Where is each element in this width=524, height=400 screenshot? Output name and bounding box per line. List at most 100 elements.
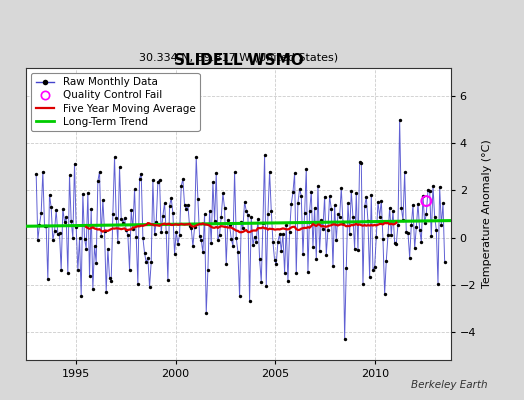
Point [237, 218, 245, 225]
Point [56, 230, 64, 236]
Point [329, 263, 337, 270]
Point [397, 204, 406, 211]
Point [322, 251, 331, 258]
Point [57, 267, 66, 274]
Point [429, 182, 437, 189]
Point [89, 286, 97, 292]
Point [344, 200, 352, 206]
Point [176, 232, 184, 238]
Point [351, 246, 359, 252]
Legend: Raw Monthly Data, Quality Control Fail, Five Year Moving Average, Long-Term Tren: Raw Monthly Data, Quality Control Fail, … [31, 73, 200, 131]
Point [324, 226, 332, 233]
Point [140, 250, 149, 256]
Point [43, 276, 52, 283]
Point [180, 202, 189, 208]
Point [349, 214, 357, 221]
Point [69, 234, 77, 241]
Point [342, 264, 351, 271]
Point [357, 159, 365, 166]
Point [85, 273, 94, 280]
Point [302, 166, 310, 172]
Point [287, 201, 296, 208]
Point [187, 225, 195, 231]
Point [389, 208, 397, 214]
Y-axis label: Temperature Anomaly (°C): Temperature Anomaly (°C) [482, 140, 492, 288]
Point [200, 211, 209, 218]
Point [235, 293, 244, 300]
Point [320, 193, 329, 200]
Point [341, 336, 349, 342]
Point [122, 227, 130, 233]
Point [50, 228, 59, 234]
Point [147, 259, 156, 265]
Point [60, 219, 69, 225]
Point [97, 233, 105, 239]
Point [290, 170, 299, 176]
Point [39, 168, 47, 175]
Point [255, 256, 264, 262]
Point [144, 255, 152, 261]
Point [247, 214, 255, 220]
Point [386, 204, 394, 211]
Point [231, 169, 239, 176]
Point [125, 266, 134, 273]
Point [410, 245, 419, 252]
Point [163, 277, 172, 284]
Point [92, 260, 101, 266]
Point [292, 270, 300, 277]
Point [150, 231, 159, 238]
Point [312, 255, 321, 262]
Point [392, 241, 400, 247]
Point [244, 212, 252, 218]
Point [194, 196, 202, 202]
Point [339, 219, 347, 226]
Point [424, 187, 432, 193]
Point [67, 218, 75, 224]
Point [179, 176, 187, 182]
Point [80, 235, 89, 242]
Point [354, 247, 362, 254]
Point [245, 298, 254, 304]
Point [118, 220, 127, 226]
Point [434, 281, 442, 287]
Point [377, 198, 386, 204]
Point [222, 260, 231, 267]
Point [314, 182, 322, 189]
Point [334, 211, 342, 217]
Point [432, 227, 441, 233]
Point [225, 222, 234, 228]
Point [379, 236, 387, 242]
Point [352, 190, 361, 196]
Point [107, 278, 115, 284]
Point [282, 222, 290, 228]
Point [242, 208, 250, 214]
Point [84, 190, 92, 196]
Point [137, 170, 145, 177]
Point [325, 193, 334, 200]
Point [45, 192, 53, 198]
Point [276, 231, 284, 237]
Point [286, 228, 294, 235]
Point [182, 206, 190, 212]
Point [382, 257, 390, 264]
Point [439, 200, 447, 206]
Point [414, 200, 422, 207]
Point [430, 214, 439, 220]
Point [427, 233, 435, 240]
Point [364, 218, 372, 224]
Point [262, 282, 270, 289]
Point [422, 210, 431, 217]
Point [335, 213, 344, 220]
Point [129, 226, 137, 232]
Point [177, 183, 185, 189]
Point [145, 284, 154, 290]
Point [169, 210, 177, 216]
Point [422, 198, 431, 204]
Point [355, 159, 364, 165]
Point [365, 274, 374, 280]
Point [47, 204, 56, 210]
Point [406, 254, 414, 261]
Point [259, 220, 267, 226]
Point [49, 237, 57, 243]
Point [79, 190, 87, 197]
